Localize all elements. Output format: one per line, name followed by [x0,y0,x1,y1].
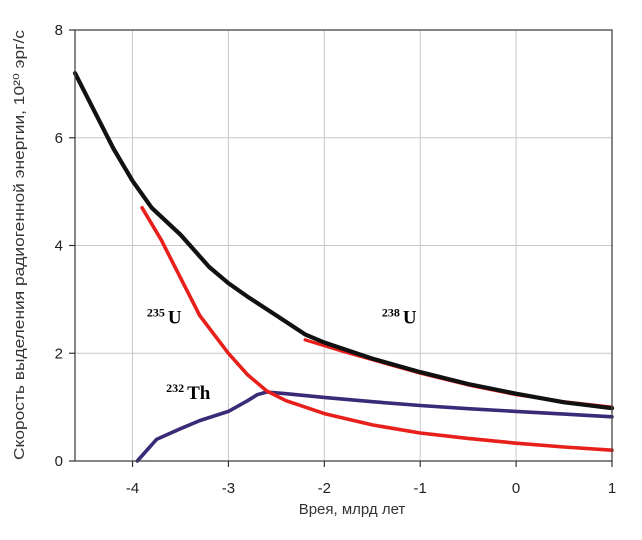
y-axis-label: Скорость выделения радиогенной энергии, … [11,29,28,460]
isotope-element: U [403,308,417,329]
x-tick-label: -3 [222,480,235,497]
isotope-mass-number: 232 [166,381,184,395]
y-tick-label: 4 [55,238,63,255]
x-axis-label: Врея, млрд лет [299,501,406,518]
isotope-mass-number: 235 [147,306,165,320]
isotope-mass-number: 238 [382,306,400,320]
y-tick-label: 2 [55,345,63,362]
x-tick-label: -1 [414,480,427,497]
isotope-element: Th [187,383,211,404]
y-tick-label: 0 [55,453,63,470]
axis-ticks: -4 -3 -2 -1 0 1 0 2 4 6 8 [55,22,617,497]
x-tick-label: -4 [126,480,139,497]
series-line-232th [135,390,614,463]
series-label-235u: 235 U [147,306,182,329]
series-label-232th: 232 Th [166,381,211,404]
x-tick-label: 0 [512,480,520,497]
y-tick-label: 6 [55,130,63,147]
series-line-235u [140,206,614,453]
series-line- [72,70,615,411]
series-label-238u: 238 U [382,306,417,329]
isotope-element: U [168,308,182,329]
series-lines [72,70,615,463]
x-tick-label: -2 [318,480,331,497]
y-tick-label: 8 [55,22,63,39]
x-tick-label: 1 [608,480,616,497]
